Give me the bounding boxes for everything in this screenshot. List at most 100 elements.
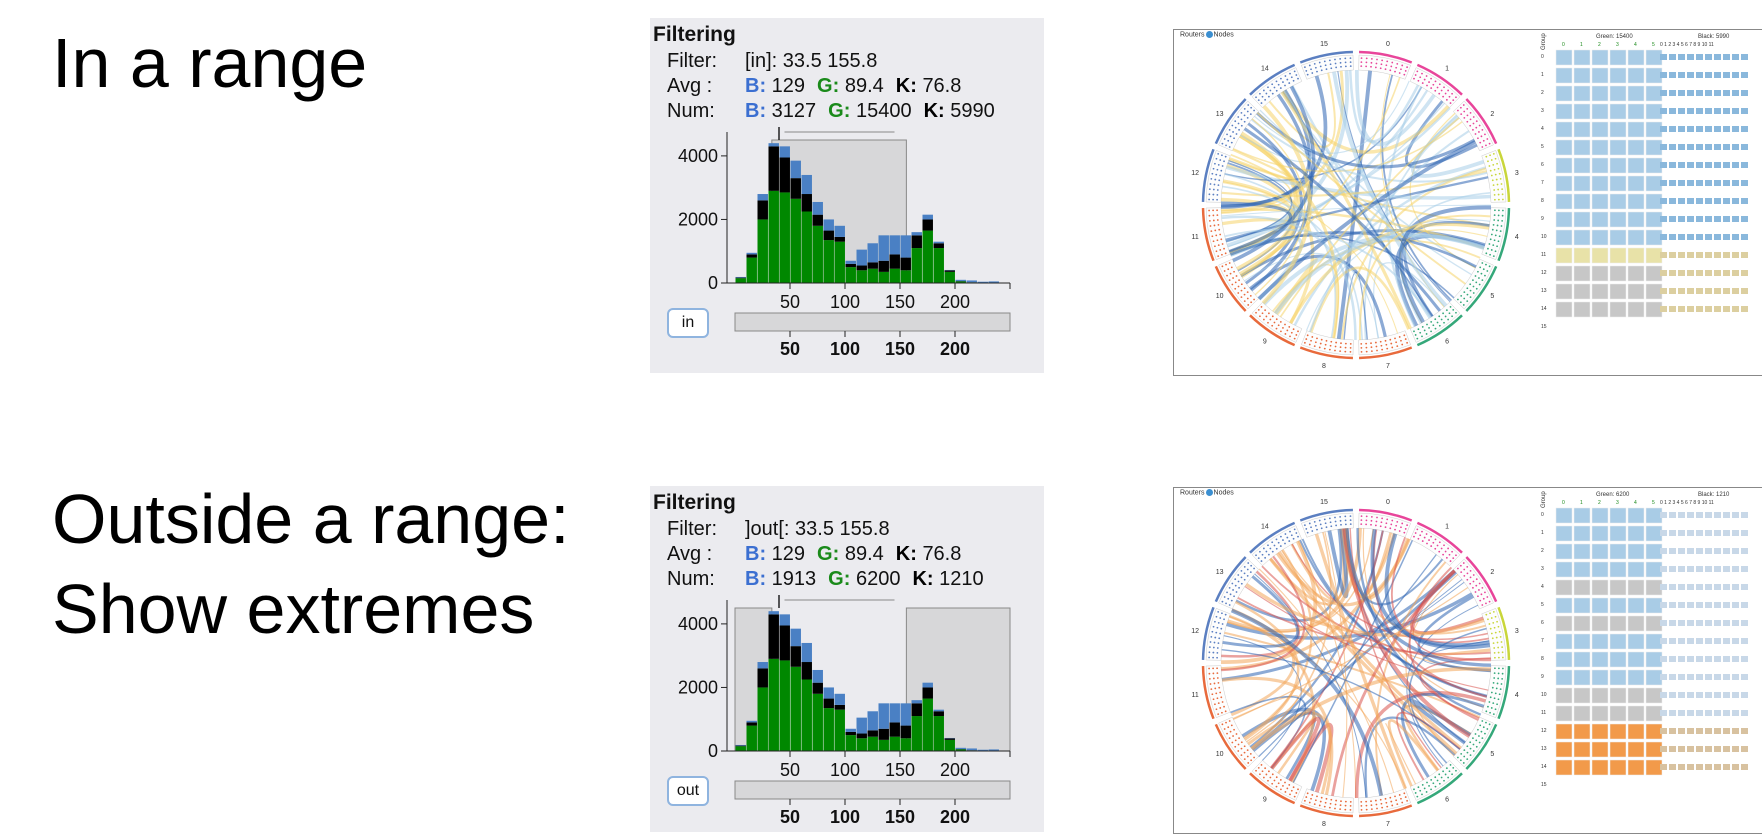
node-dot [1493,153,1495,155]
matrix-mini-cell [1696,180,1703,186]
node-dot [1280,321,1282,323]
matrix-mini-cell [1660,234,1667,240]
node-dot [1451,315,1453,317]
node-dot [1227,268,1229,270]
filter-panel-in: Filtering Filter:[in]: 33.5 155.8 Avg :B… [650,18,1044,373]
matrix-mini-cell [1669,162,1676,168]
node-dot [1421,73,1423,75]
matrix-cell [1556,302,1572,317]
matrix-mini-cell [1741,72,1748,78]
matrix-cell [1556,634,1572,649]
node-dot [1218,642,1220,644]
node-dot [1280,87,1282,89]
label-in-range: In a range [52,22,367,104]
node-dot [1214,230,1216,232]
node-dot [1241,118,1243,120]
node-dot [1496,179,1498,181]
node-dot [1452,309,1454,311]
node-dot [1406,342,1408,344]
node-dot [1371,516,1373,518]
node-dot [1487,248,1489,250]
node-dot [1210,683,1212,685]
matrix-mini-cell [1705,90,1712,96]
node-dot [1487,160,1489,162]
matrix-cell [1628,544,1644,559]
matrix-mini-cell [1687,584,1694,590]
node-dot [1214,621,1216,623]
node-dot [1293,80,1295,82]
matrix-mini-cell [1669,548,1676,554]
node-dot [1463,117,1465,119]
node-dot [1473,750,1475,752]
node-dot [1473,744,1475,746]
node-dot [1450,102,1452,104]
matrix-mini-cell [1660,180,1667,186]
bar-k [934,711,944,716]
node-dot [1237,574,1239,576]
router-label: 7 [1386,821,1390,828]
node-dot [1321,797,1323,799]
node-dot [1394,529,1396,531]
bar-b [923,215,933,220]
matrix-mini-cell [1732,54,1739,60]
matrix-mini-cell [1660,162,1667,168]
node-dot [1498,215,1500,217]
node-dot [1262,312,1264,314]
node-dot [1276,90,1278,92]
range-mode-button[interactable]: in [667,308,709,338]
matrix-mini-cell [1696,288,1703,294]
node-dot [1309,344,1311,346]
bar-g [780,192,790,283]
matrix-cell [1628,158,1644,173]
node-dot [1293,786,1295,788]
bar-g [758,219,768,283]
matrix-cell [1628,580,1644,595]
node-dot [1479,742,1481,744]
matrix-mini-cell [1732,512,1739,518]
node-dot [1234,288,1236,290]
row-label: 11 [1541,710,1546,716]
matrix-mini-cell [1678,530,1685,536]
node-dot [1360,343,1362,345]
matrix-mini-cell [1696,764,1703,770]
node-dot [1315,67,1317,69]
node-dot [1366,515,1368,517]
matrix-mini-cell [1741,548,1748,554]
column-header: 5 [1652,42,1655,48]
node-dot [1233,271,1235,273]
matrix-mini-cell [1678,306,1685,312]
node-dot [1230,135,1232,137]
matrix-mini-cell [1678,90,1685,96]
matrix-cell [1574,212,1590,227]
matrix-mini-cell [1687,126,1694,132]
matrix-mini-cell [1723,746,1730,752]
node-dot [1472,279,1474,281]
bar-k [835,705,845,710]
node-dot [1345,523,1347,525]
bar-b [824,687,834,698]
range-mode-button[interactable]: out [667,776,709,806]
bar-b [846,729,856,732]
node-dot [1229,262,1231,264]
node-dot [1236,275,1238,277]
node-dot [1285,533,1287,535]
bar-b [747,721,757,723]
node-dot [1350,801,1352,803]
node-dot [1447,319,1449,321]
matrix-cell [1556,284,1572,299]
node-dot [1330,525,1332,527]
bar-k [912,235,922,248]
node-dot [1386,806,1388,808]
node-dot [1285,791,1287,793]
label-show-extremes: Show extremes [52,568,534,650]
node-dot [1334,59,1336,61]
node-dot [1489,612,1491,614]
node-dot [1475,739,1477,741]
node-dot [1216,209,1218,211]
